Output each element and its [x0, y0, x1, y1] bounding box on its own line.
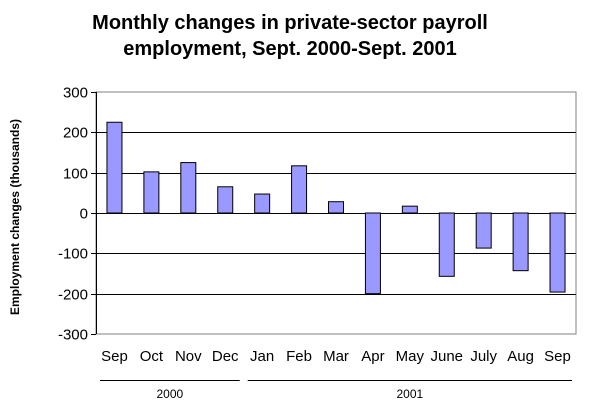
x-tick-label: Sep [101, 348, 128, 365]
chart-title-line-1: Monthly changes in private-sector payrol… [92, 12, 488, 34]
y-tick-label: 0 [80, 206, 88, 223]
chart-title-line-2: employment, Sept. 2000-Sept. 2001 [123, 38, 456, 60]
bar [438, 212, 455, 277]
y-tick-label: -100 [58, 246, 88, 263]
year-group-label: 2000 [156, 387, 183, 401]
y-axis-label: Employment changes (thousands) [8, 119, 22, 315]
y-tick-label: 200 [63, 125, 88, 142]
bar [217, 186, 234, 214]
x-tick-label: Oct [140, 348, 164, 365]
y-tick-label: 300 [63, 85, 88, 102]
x-tick-label: Mar [323, 348, 349, 365]
x-tick-label: July [470, 348, 497, 365]
x-tick-label: June [431, 348, 464, 365]
x-tick-label: Nov [175, 348, 202, 365]
bar [106, 121, 123, 214]
x-tick-label: Jan [250, 348, 274, 365]
x-tick-label: May [396, 348, 425, 365]
x-tick-label: Apr [361, 348, 384, 365]
bar [512, 212, 529, 272]
x-tick-label: Aug [507, 348, 534, 365]
bar [180, 162, 197, 214]
year-group-label: 2001 [396, 387, 423, 401]
bar [475, 212, 492, 249]
y-tick-label: -200 [58, 287, 88, 304]
y-tick-label: -300 [58, 327, 88, 344]
bar [254, 193, 271, 214]
bar [291, 165, 308, 214]
plot-area: 300 200 100 0 -100 -200 -300 Sep Oct Nov Dec Jan Feb… [58, 85, 577, 401]
x-tick-label: Sep [544, 348, 571, 365]
bar [143, 171, 160, 214]
bar [549, 212, 566, 293]
bar [401, 205, 418, 214]
x-tick-label: Feb [286, 348, 312, 365]
y-tick-label: 100 [63, 166, 88, 183]
x-tick-label: Dec [212, 348, 239, 365]
bar [328, 201, 344, 214]
bar [364, 212, 381, 295]
